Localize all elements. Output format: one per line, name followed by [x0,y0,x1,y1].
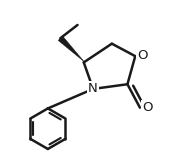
Text: O: O [137,49,148,62]
Text: O: O [142,101,152,114]
Text: N: N [88,82,98,95]
Polygon shape [58,36,84,62]
